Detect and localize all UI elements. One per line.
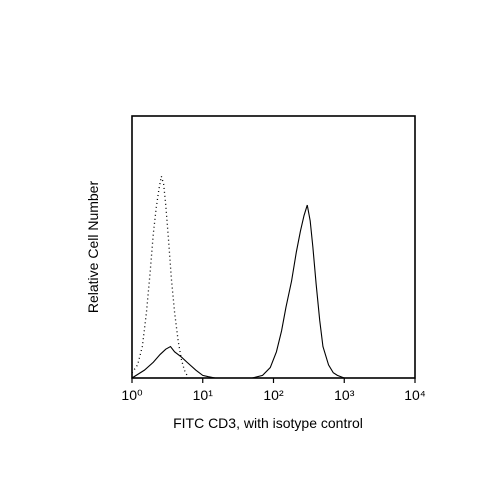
histogram-line <box>131 204 345 379</box>
x-tick-label: 10³ <box>334 387 355 403</box>
y-axis-label: Relative Cell Number <box>85 181 101 314</box>
x-tick-label: 10⁴ <box>404 387 426 403</box>
histogram-line <box>131 176 188 376</box>
x-tick-label: 10² <box>263 387 284 403</box>
x-axis-label: FITC CD3, with isotype control <box>173 415 363 431</box>
plot-frame <box>131 115 416 379</box>
x-tick-label: 10¹ <box>193 387 214 403</box>
x-tick-label: 10⁰ <box>121 387 143 403</box>
